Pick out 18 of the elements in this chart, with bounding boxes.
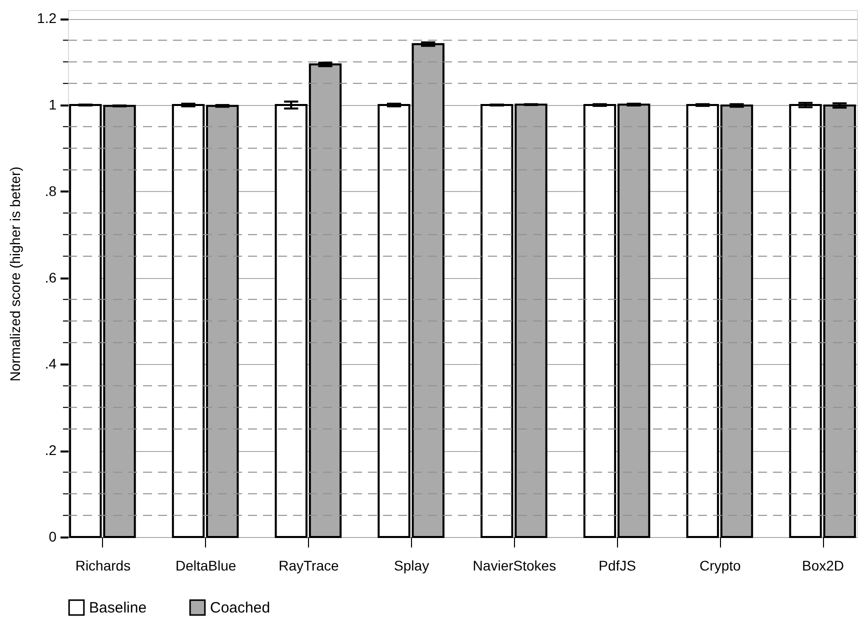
x-tick-label: Crypto [700,558,741,574]
y-tick-label: .8 [44,182,57,199]
y-tick-label: .4 [44,356,57,372]
y-tick-label: 1 [48,96,57,113]
x-tick-label: Richards [75,558,131,574]
legend-label: Baseline [89,600,147,617]
x-tick-label: RayTrace [278,558,339,574]
y-tick-label: .6 [44,269,57,286]
legend-label: Coached [210,600,270,617]
x-tick-label: PdfJS [598,558,636,574]
x-tick-label: Box2D [802,558,844,574]
y-tick-label: 0 [48,528,57,544]
y-tick-label: 1.2 [37,10,57,26]
y-tick-label: .2 [44,442,57,458]
x-tick-label: NavierStokes [472,558,556,574]
x-tick-label: DeltaBlue [175,558,236,574]
x-tick-label: Splay [394,558,430,574]
y-axis-title: Normalized score (higher is better) [7,166,24,382]
